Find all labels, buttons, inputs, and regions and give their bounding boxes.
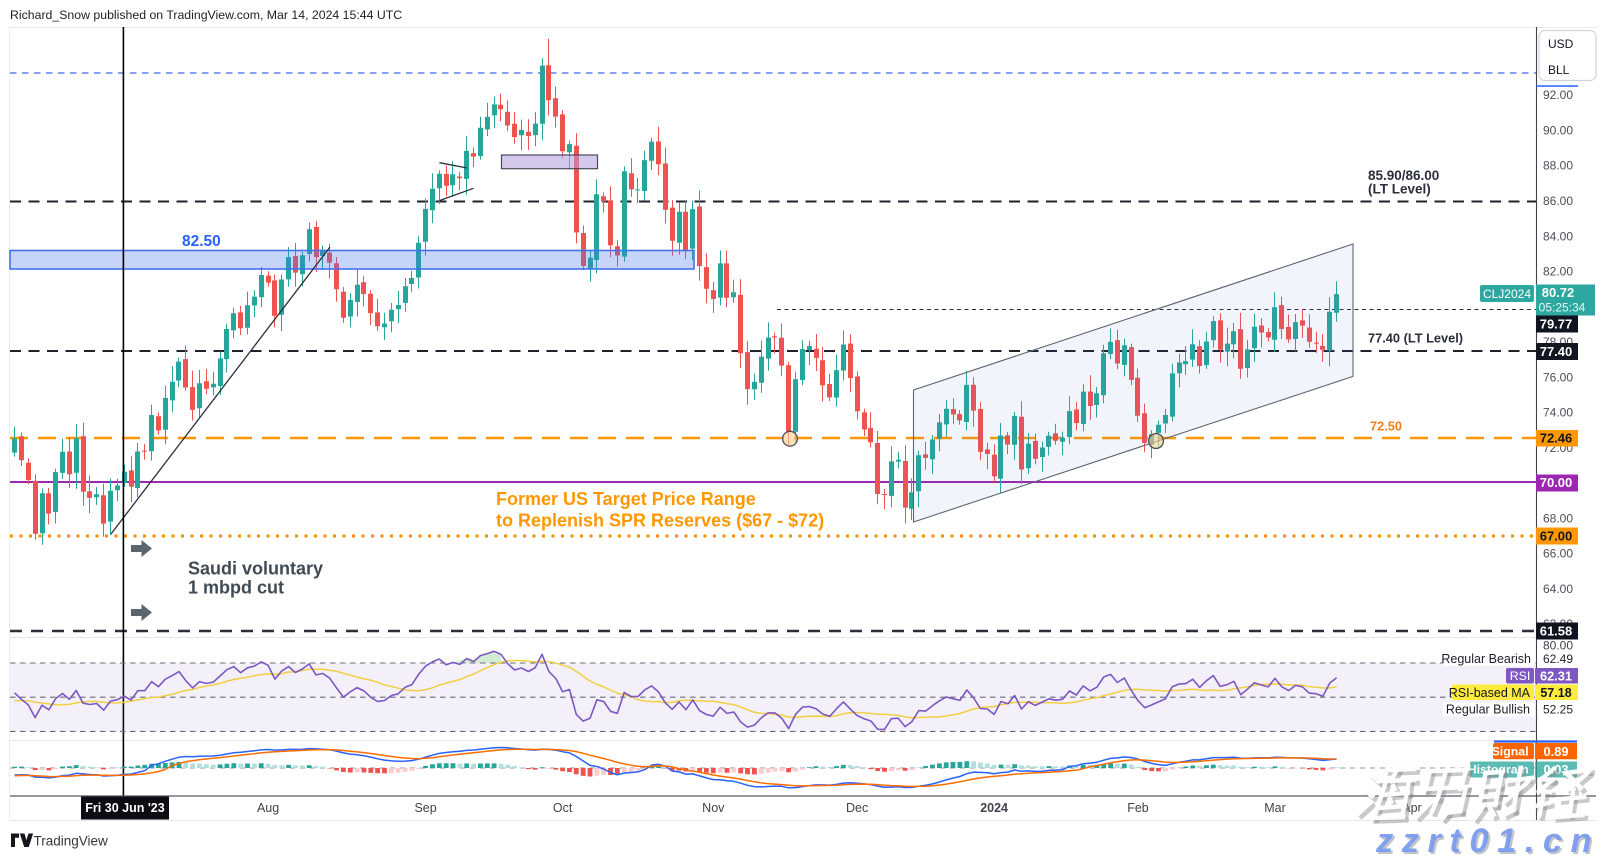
svg-text:82.50: 82.50	[182, 233, 221, 250]
svg-text:Dec: Dec	[846, 801, 868, 815]
svg-text:Oct: Oct	[553, 801, 573, 815]
svg-text:66.00: 66.00	[1543, 547, 1573, 561]
svg-text:TradingView: TradingView	[34, 834, 109, 849]
svg-text:1 mbpd cut: 1 mbpd cut	[188, 578, 284, 598]
svg-text:80.00: 80.00	[1543, 639, 1573, 653]
svg-text:68.00: 68.00	[1543, 511, 1573, 525]
svg-text:Histogram: Histogram	[1468, 762, 1529, 776]
svg-text:Apr: Apr	[1402, 801, 1421, 815]
svg-text:0.89: 0.89	[1544, 744, 1569, 759]
svg-text:Mar: Mar	[1264, 801, 1286, 815]
svg-text:Nov: Nov	[702, 801, 725, 815]
svg-text:70.00: 70.00	[1540, 475, 1573, 490]
svg-text:86.00: 86.00	[1543, 194, 1573, 208]
svg-text:RSI-based MA: RSI-based MA	[1449, 686, 1531, 700]
svg-text:77.40: 77.40	[1540, 344, 1573, 359]
svg-text:to Replenish SPR Reserves ($67: to Replenish SPR Reserves ($67 - $72)	[496, 511, 824, 531]
svg-text:Regular Bullish: Regular Bullish	[1446, 703, 1530, 717]
svg-text:84.00: 84.00	[1543, 229, 1573, 243]
svg-text:Richard_Snow published on Trad: Richard_Snow published on TradingView.co…	[10, 8, 402, 22]
svg-text:(LT Level): (LT Level)	[1368, 182, 1431, 197]
svg-text:92.00: 92.00	[1543, 88, 1573, 102]
svg-text:76.00: 76.00	[1543, 370, 1573, 384]
svg-text:CLJ2024: CLJ2024	[1483, 287, 1531, 301]
svg-text:62.31: 62.31	[1540, 668, 1572, 683]
svg-text:USD: USD	[1548, 37, 1574, 51]
svg-text:88.00: 88.00	[1543, 159, 1573, 173]
svg-text:zzrt01.cn: zzrt01.cn	[1375, 822, 1600, 857]
svg-text:Former US Target Price Range: Former US Target Price Range	[496, 489, 756, 509]
svg-text:77.40 (LT Level): 77.40 (LT Level)	[1368, 331, 1463, 346]
svg-text:57.18: 57.18	[1540, 686, 1571, 700]
svg-text:RSI: RSI	[1510, 669, 1531, 683]
svg-text:2024: 2024	[980, 801, 1008, 815]
svg-text:05:25:34: 05:25:34	[1539, 301, 1586, 315]
svg-text:85.90/86.00: 85.90/86.00	[1368, 168, 1439, 183]
svg-text:80.72: 80.72	[1542, 285, 1575, 300]
svg-text:Signal: Signal	[1492, 744, 1529, 758]
svg-text:Sep: Sep	[414, 801, 436, 815]
svg-text:79.77: 79.77	[1540, 317, 1573, 332]
svg-text:Aug: Aug	[257, 801, 279, 815]
svg-text:52.25: 52.25	[1543, 703, 1573, 717]
svg-text:zzrt01.cn: zzrt01.cn	[1377, 824, 1602, 857]
svg-text:62.49: 62.49	[1543, 652, 1573, 666]
svg-text:64.00: 64.00	[1543, 582, 1573, 596]
svg-text:74.00: 74.00	[1543, 406, 1573, 420]
svg-text:72.50: 72.50	[1370, 419, 1402, 434]
svg-text:Regular Bearish: Regular Bearish	[1441, 652, 1531, 666]
svg-text:BLL: BLL	[1548, 63, 1570, 77]
svg-text:Saudi voluntary: Saudi voluntary	[188, 559, 323, 579]
svg-text:67.00: 67.00	[1540, 529, 1573, 544]
svg-text:82.00: 82.00	[1543, 265, 1573, 279]
svg-text:Feb: Feb	[1127, 801, 1149, 815]
svg-text:90.00: 90.00	[1543, 124, 1573, 138]
svg-text:Fri 30 Jun '23: Fri 30 Jun '23	[85, 801, 164, 815]
svg-text:72.46: 72.46	[1540, 431, 1573, 446]
svg-text:61.58: 61.58	[1540, 624, 1573, 639]
